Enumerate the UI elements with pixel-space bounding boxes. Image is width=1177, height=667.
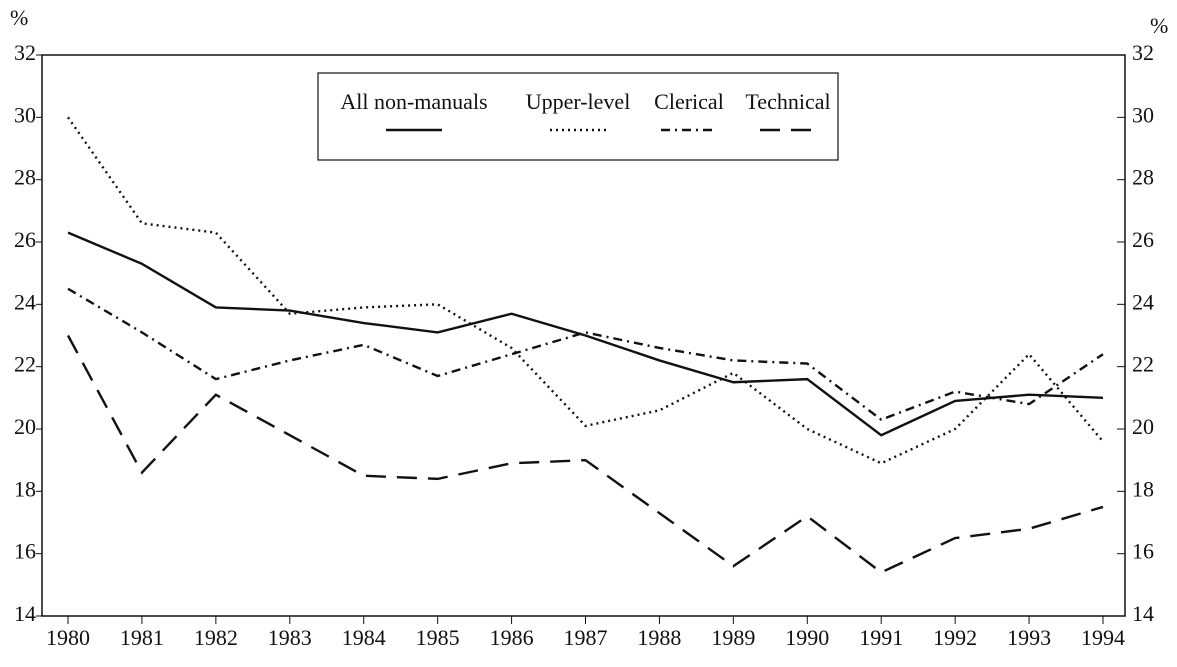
line-series	[67, 231, 1104, 437]
y2-tick-label: 30	[1132, 102, 1154, 127]
x-tick-label: 1991	[859, 625, 903, 650]
y2-tick-label: 18	[1132, 476, 1154, 501]
y-tick-label: 28	[14, 165, 36, 190]
legend-label: Clerical	[654, 89, 724, 114]
y2-tick-label: 16	[1132, 539, 1154, 564]
y-tick-label: 18	[14, 476, 36, 501]
y-label: %	[10, 5, 28, 30]
y2-tick-label: 22	[1132, 352, 1154, 377]
y2-tick-label: 26	[1132, 227, 1154, 252]
y2-tick-label: 28	[1132, 165, 1154, 190]
x-tick-label: 1983	[268, 625, 312, 650]
legend-label: Technical	[745, 89, 830, 114]
x-tick-label: 1992	[933, 625, 977, 650]
legend-label: All non-manuals	[340, 89, 487, 114]
y2-tick-label: 20	[1132, 414, 1154, 439]
x-tick-label: 1994	[1081, 625, 1125, 650]
x-tick-label: 1981	[120, 625, 164, 650]
y-tick-label: 30	[14, 102, 36, 127]
line-series	[67, 287, 1104, 422]
x-tick-label: 1985	[416, 625, 460, 650]
legend-label: Upper-level	[526, 89, 631, 114]
x-tick-label: 1986	[490, 625, 534, 650]
line-series	[66, 334, 1104, 574]
y-tick-label: 24	[14, 289, 36, 314]
x-tick-label: 1990	[785, 625, 829, 650]
y2-tick-label: 32	[1132, 40, 1154, 65]
x-tick-label: 1980	[46, 625, 90, 650]
y2-label: %	[1150, 13, 1168, 38]
y-tick-label: 32	[14, 40, 36, 65]
line-series	[67, 116, 1104, 465]
x-tick-label: 1989	[711, 625, 755, 650]
y2-tick-label: 14	[1132, 601, 1154, 626]
y-tick-label: 16	[14, 539, 36, 564]
plot-frame	[41, 54, 1126, 617]
legend-box	[317, 72, 839, 161]
x-tick-label: 1988	[637, 625, 681, 650]
y2-tick-label: 24	[1132, 289, 1154, 314]
x-tick-label: 1987	[564, 625, 608, 650]
y-tick-label: 22	[14, 352, 36, 377]
y-tick-label: 26	[14, 227, 36, 252]
y-tick-label: 14	[14, 601, 36, 626]
y-tick-label: 20	[14, 414, 36, 439]
x-tick-label: 1993	[1007, 625, 1051, 650]
x-tick-label: 1982	[194, 625, 238, 650]
x-tick-label: 1984	[342, 625, 386, 650]
